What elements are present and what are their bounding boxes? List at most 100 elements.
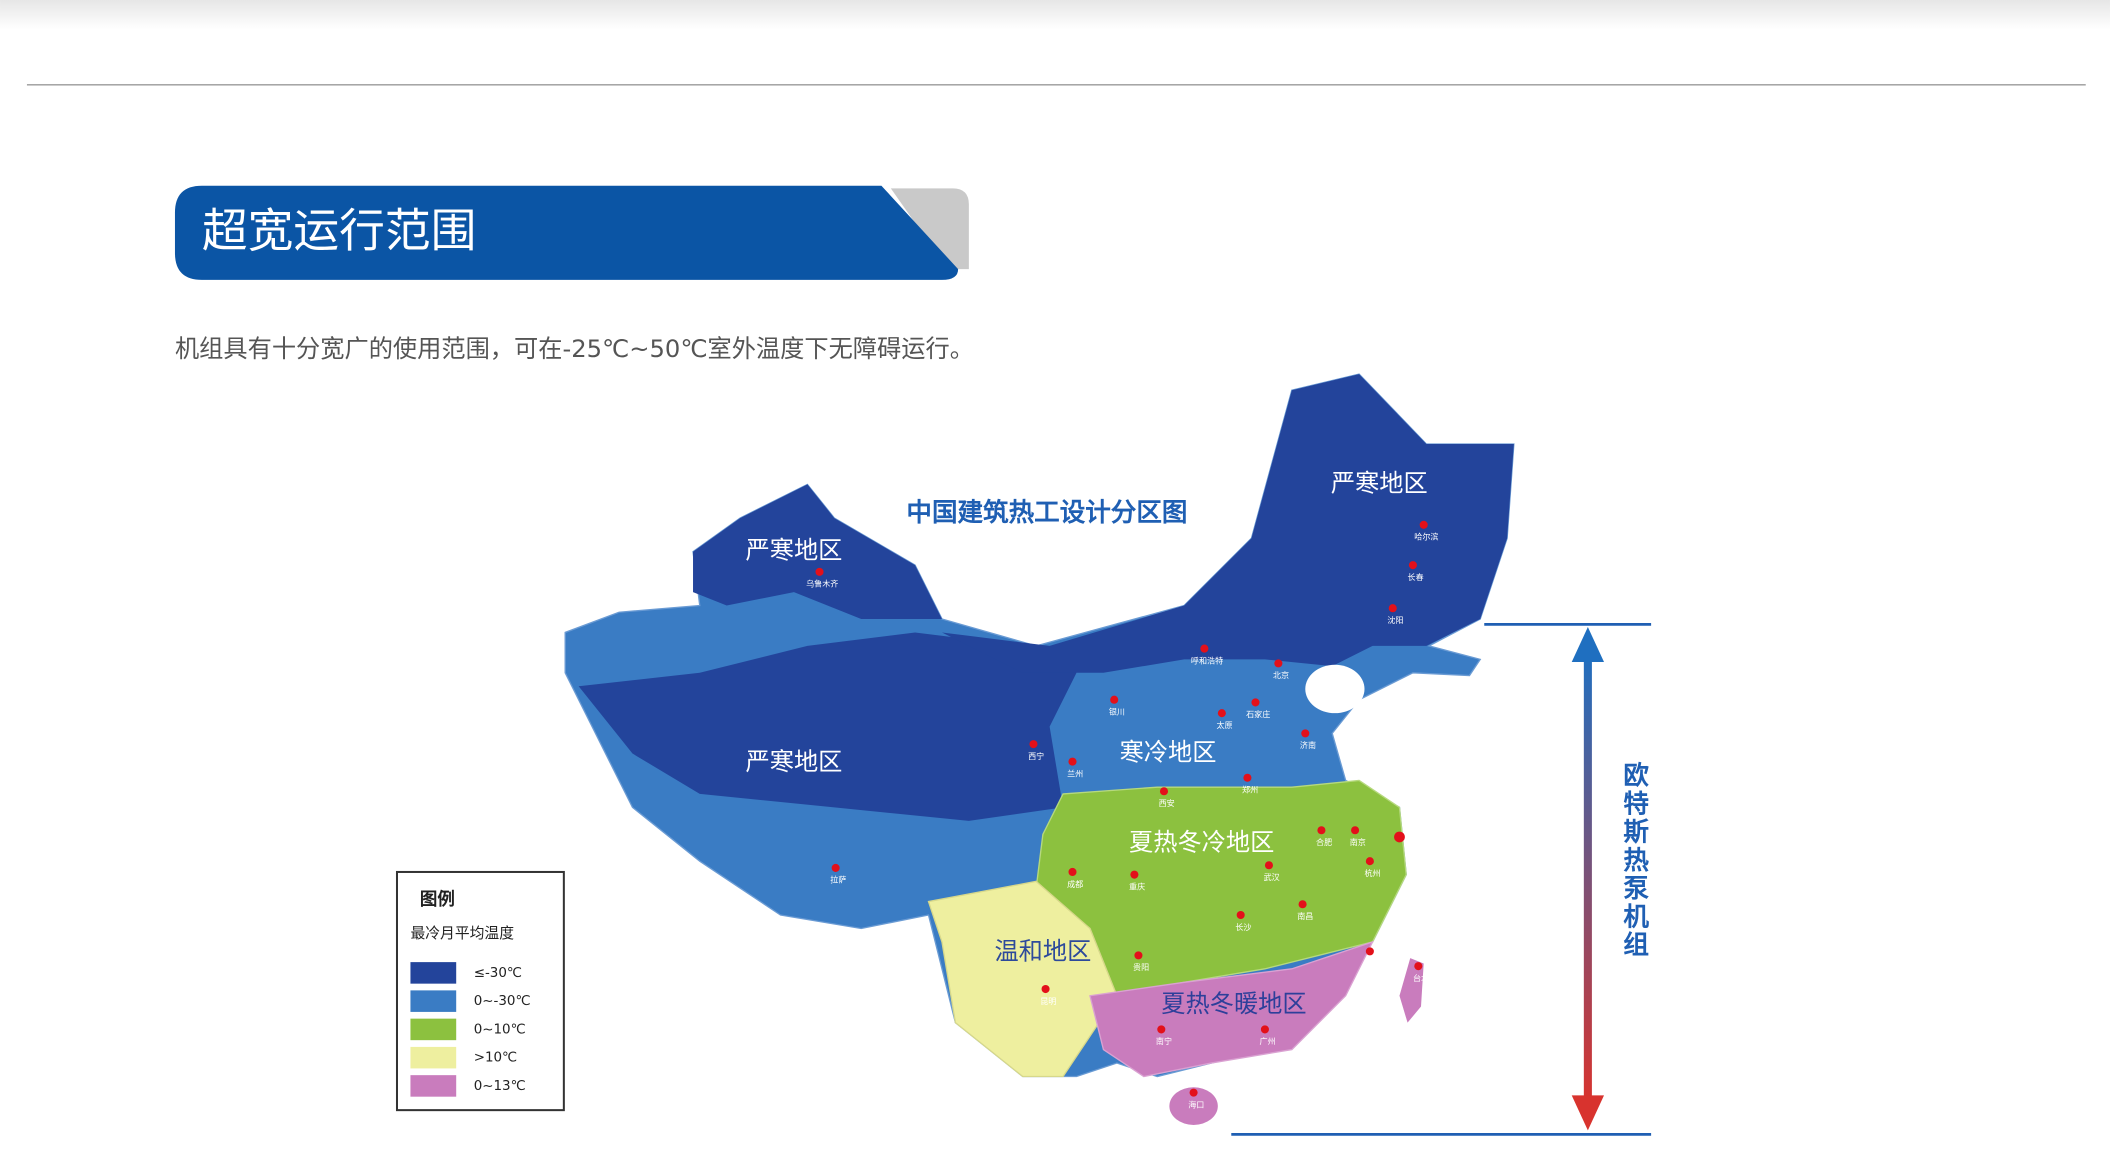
city-label: 广州 xyxy=(1260,1036,1276,1046)
island xyxy=(1399,958,1424,1023)
legend-label: 0~10℃ xyxy=(474,1022,526,1037)
city-dot xyxy=(1365,947,1374,956)
city-dot xyxy=(1408,561,1417,570)
region-label: 温和地区 xyxy=(994,938,1091,966)
island xyxy=(1169,1087,1218,1125)
legend-title: 图例 xyxy=(420,889,455,910)
city-dot xyxy=(1130,870,1139,879)
city-label: 兰州 xyxy=(1067,768,1083,778)
city-label: 哈尔滨 xyxy=(1414,532,1438,542)
city-label: 拉萨 xyxy=(830,875,846,885)
city-dot xyxy=(1029,740,1038,749)
city-dot xyxy=(1157,1025,1166,1034)
city-label: 南昌 xyxy=(1297,911,1313,921)
city-dot xyxy=(1189,1088,1198,1097)
city-dot xyxy=(1274,659,1283,668)
legend-swatch xyxy=(410,1046,457,1069)
arrow-head-down xyxy=(1571,1095,1605,1131)
city-label: 海口 xyxy=(1188,1099,1204,1109)
region-label: 寒冷地区 xyxy=(1120,739,1217,767)
arrow-head-up xyxy=(1571,627,1605,663)
legend-label: 0~-30℃ xyxy=(474,994,531,1009)
city-dot xyxy=(1068,757,1077,766)
city-label: 南宁 xyxy=(1156,1036,1172,1046)
banner xyxy=(174,185,959,280)
city-dot xyxy=(831,863,840,872)
city-label: 武汉 xyxy=(1264,872,1280,882)
city-dot xyxy=(1260,1025,1269,1034)
city-dot xyxy=(1365,857,1374,866)
legend-label: >10℃ xyxy=(474,1051,517,1066)
legend-label: ≤-30℃ xyxy=(474,966,522,981)
city-dot xyxy=(1217,709,1226,718)
city-label: 长沙 xyxy=(1235,922,1251,932)
range-arrow xyxy=(1583,652,1592,1104)
legend-swatch xyxy=(410,1075,457,1097)
top-shade xyxy=(0,0,2110,30)
city-dot xyxy=(1200,644,1209,653)
city-label: 石家庄 xyxy=(1246,709,1270,719)
legend: 图例 最冷月平均温度 ≤-30℃ 0~-30℃ 0~10℃ >10℃ 0~13℃ xyxy=(395,870,565,1112)
city-dot xyxy=(1317,826,1326,835)
city-dot xyxy=(1301,729,1310,738)
zone-severe xyxy=(693,484,942,619)
city-label: 西宁 xyxy=(1028,751,1044,761)
city-label: 合肥 xyxy=(1316,837,1332,847)
zone-severe xyxy=(578,632,1077,821)
city-label: 乌鲁木齐 xyxy=(806,579,838,589)
section-title: 超宽运行范围 xyxy=(202,205,477,258)
city-label: 长春 xyxy=(1408,572,1424,582)
city-label: 成都 xyxy=(1067,879,1083,889)
city-label: 台北 xyxy=(1413,973,1429,983)
city-label: 济南 xyxy=(1300,740,1316,750)
city-label: 太原 xyxy=(1216,720,1232,730)
description: 机组具有十分宽广的使用范围，可在-25℃~50℃室外温度下无障碍运行。 xyxy=(175,335,974,363)
city-label: 贵阳 xyxy=(1133,962,1149,972)
legend-subtitle: 最冷月平均温度 xyxy=(410,925,514,942)
city-dot xyxy=(1159,787,1169,796)
city-label: 昆明 xyxy=(1040,997,1056,1006)
region-label: 严寒地区 xyxy=(746,537,843,565)
city-dot xyxy=(1251,698,1260,707)
region-label: 严寒地区 xyxy=(1331,469,1428,497)
legend-swatch xyxy=(410,990,457,1012)
city-dot xyxy=(1243,773,1252,782)
city-dot xyxy=(1264,861,1273,870)
zone-hot-summer-warm-winter xyxy=(1089,940,1374,1078)
legend-label: 0~13℃ xyxy=(474,1079,526,1094)
city-label: 福州 xyxy=(1364,959,1380,968)
city-dot xyxy=(1041,984,1050,994)
region-label: 夏热冬冷地区 xyxy=(1129,829,1274,857)
zone-mild xyxy=(927,880,1118,1078)
legend-swatch xyxy=(410,962,457,984)
banner-accent xyxy=(890,188,969,270)
map: 中国建筑热工设计分区图 xyxy=(564,373,1515,1125)
city-dot xyxy=(1236,910,1245,920)
city-dot xyxy=(1388,604,1397,613)
city-dot xyxy=(1419,520,1428,529)
city-label: 重庆 xyxy=(1129,881,1145,891)
range-label: 欧特斯热泵机组 xyxy=(1619,761,1649,959)
city-dot xyxy=(1068,867,1077,876)
city-dot xyxy=(815,567,824,576)
city-dot xyxy=(1134,951,1143,960)
zone-severe xyxy=(941,374,1514,673)
city-label: 沈阳 xyxy=(1387,615,1403,625)
city-label: 呼和浩特 xyxy=(1191,655,1223,665)
region-label: 夏热冬暖地区 xyxy=(1161,990,1306,1018)
city-label: 杭州 xyxy=(1364,868,1380,878)
legend-swatch xyxy=(410,1018,457,1041)
region-label: 严寒地区 xyxy=(746,748,843,776)
city-dot xyxy=(1414,962,1423,971)
city-label: 南京 xyxy=(1350,837,1366,847)
city-dot xyxy=(1298,900,1307,909)
city-dot xyxy=(1110,695,1119,704)
city-label: 郑州 xyxy=(1242,785,1258,795)
city-dot xyxy=(1351,826,1360,835)
city-label: 西安 xyxy=(1159,798,1175,808)
city-label: 银川 xyxy=(1109,707,1125,717)
